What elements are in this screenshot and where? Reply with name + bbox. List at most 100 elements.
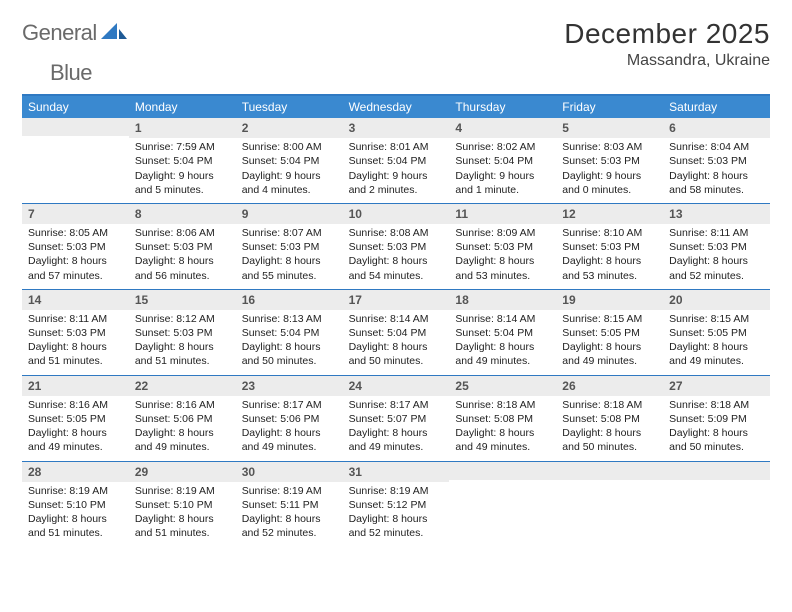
- calendar-cell: [556, 462, 663, 547]
- day-daylight: Daylight: 9 hours and 2 minutes.: [349, 169, 444, 197]
- day-sunrise: Sunrise: 8:19 AM: [349, 484, 444, 498]
- day-sunset: Sunset: 5:03 PM: [135, 240, 230, 254]
- day-sunset: Sunset: 5:10 PM: [28, 498, 123, 512]
- day-sunrise: Sunrise: 8:01 AM: [349, 140, 444, 154]
- day-daylight: Daylight: 8 hours and 49 minutes.: [135, 426, 230, 454]
- calendar-cell: 21Sunrise: 8:16 AMSunset: 5:05 PMDayligh…: [22, 376, 129, 461]
- calendar-cell: 13Sunrise: 8:11 AMSunset: 5:03 PMDayligh…: [663, 204, 770, 289]
- logo-sail-icon: [101, 21, 127, 46]
- day-sunrise: Sunrise: 8:15 AM: [562, 312, 657, 326]
- day-number: 28: [22, 462, 129, 482]
- calendar-cell: [449, 462, 556, 547]
- day-daylight: Daylight: 8 hours and 52 minutes.: [349, 512, 444, 540]
- calendar-cell: 4Sunrise: 8:02 AMSunset: 5:04 PMDaylight…: [449, 118, 556, 203]
- day-daylight: Daylight: 9 hours and 0 minutes.: [562, 169, 657, 197]
- calendar-cell: 7Sunrise: 8:05 AMSunset: 5:03 PMDaylight…: [22, 204, 129, 289]
- day-sunrise: Sunrise: 8:17 AM: [242, 398, 337, 412]
- day-data: Sunrise: 8:08 AMSunset: 5:03 PMDaylight:…: [343, 224, 450, 289]
- day-sunset: Sunset: 5:04 PM: [349, 154, 444, 168]
- day-sunset: Sunset: 5:03 PM: [669, 240, 764, 254]
- day-data: Sunrise: 8:17 AMSunset: 5:07 PMDaylight:…: [343, 396, 450, 461]
- day-sunrise: Sunrise: 8:15 AM: [669, 312, 764, 326]
- calendar-cell: 17Sunrise: 8:14 AMSunset: 5:04 PMDayligh…: [343, 290, 450, 375]
- day-data: Sunrise: 8:02 AMSunset: 5:04 PMDaylight:…: [449, 138, 556, 203]
- day-sunrise: Sunrise: 8:14 AM: [349, 312, 444, 326]
- day-daylight: Daylight: 8 hours and 49 minutes.: [669, 340, 764, 368]
- day-data: Sunrise: 8:01 AMSunset: 5:04 PMDaylight:…: [343, 138, 450, 203]
- day-data: Sunrise: 8:19 AMSunset: 5:11 PMDaylight:…: [236, 482, 343, 547]
- day-data: Sunrise: 8:00 AMSunset: 5:04 PMDaylight:…: [236, 138, 343, 203]
- calendar-cell: 20Sunrise: 8:15 AMSunset: 5:05 PMDayligh…: [663, 290, 770, 375]
- weekday-header: Monday: [129, 96, 236, 118]
- day-number: 6: [663, 118, 770, 138]
- day-daylight: Daylight: 9 hours and 5 minutes.: [135, 169, 230, 197]
- day-data: Sunrise: 8:06 AMSunset: 5:03 PMDaylight:…: [129, 224, 236, 289]
- weeks-container: 1Sunrise: 7:59 AMSunset: 5:04 PMDaylight…: [22, 118, 770, 546]
- day-daylight: Daylight: 8 hours and 52 minutes.: [669, 254, 764, 282]
- day-data: Sunrise: 8:05 AMSunset: 5:03 PMDaylight:…: [22, 224, 129, 289]
- day-data: [449, 480, 556, 488]
- calendar-cell: 29Sunrise: 8:19 AMSunset: 5:10 PMDayligh…: [129, 462, 236, 547]
- calendar-week: 1Sunrise: 7:59 AMSunset: 5:04 PMDaylight…: [22, 118, 770, 204]
- day-sunset: Sunset: 5:04 PM: [135, 154, 230, 168]
- calendar-cell: 16Sunrise: 8:13 AMSunset: 5:04 PMDayligh…: [236, 290, 343, 375]
- day-sunset: Sunset: 5:06 PM: [242, 412, 337, 426]
- day-sunset: Sunset: 5:03 PM: [349, 240, 444, 254]
- day-number: [663, 462, 770, 480]
- weekday-header: Wednesday: [343, 96, 450, 118]
- day-sunset: Sunset: 5:04 PM: [242, 154, 337, 168]
- day-data: Sunrise: 8:03 AMSunset: 5:03 PMDaylight:…: [556, 138, 663, 203]
- day-number: 25: [449, 376, 556, 396]
- day-sunrise: Sunrise: 8:17 AM: [349, 398, 444, 412]
- calendar-cell: 28Sunrise: 8:19 AMSunset: 5:10 PMDayligh…: [22, 462, 129, 547]
- calendar-week: 14Sunrise: 8:11 AMSunset: 5:03 PMDayligh…: [22, 290, 770, 376]
- day-sunrise: Sunrise: 8:04 AM: [669, 140, 764, 154]
- day-sunrise: Sunrise: 8:16 AM: [28, 398, 123, 412]
- title-block: December 2025 Massandra, Ukraine: [564, 18, 770, 70]
- day-daylight: Daylight: 8 hours and 57 minutes.: [28, 254, 123, 282]
- day-number: 1: [129, 118, 236, 138]
- weekday-header: Saturday: [663, 96, 770, 118]
- day-data: [663, 480, 770, 488]
- calendar-cell: 2Sunrise: 8:00 AMSunset: 5:04 PMDaylight…: [236, 118, 343, 203]
- day-sunset: Sunset: 5:11 PM: [242, 498, 337, 512]
- calendar-week: 21Sunrise: 8:16 AMSunset: 5:05 PMDayligh…: [22, 376, 770, 462]
- day-number: 30: [236, 462, 343, 482]
- day-daylight: Daylight: 8 hours and 54 minutes.: [349, 254, 444, 282]
- day-daylight: Daylight: 8 hours and 55 minutes.: [242, 254, 337, 282]
- calendar-cell: 6Sunrise: 8:04 AMSunset: 5:03 PMDaylight…: [663, 118, 770, 203]
- day-number: 8: [129, 204, 236, 224]
- calendar-cell: 31Sunrise: 8:19 AMSunset: 5:12 PMDayligh…: [343, 462, 450, 547]
- calendar-cell: 22Sunrise: 8:16 AMSunset: 5:06 PMDayligh…: [129, 376, 236, 461]
- calendar-cell: 25Sunrise: 8:18 AMSunset: 5:08 PMDayligh…: [449, 376, 556, 461]
- day-sunset: Sunset: 5:05 PM: [28, 412, 123, 426]
- day-number: 21: [22, 376, 129, 396]
- day-daylight: Daylight: 8 hours and 51 minutes.: [135, 512, 230, 540]
- day-daylight: Daylight: 8 hours and 53 minutes.: [562, 254, 657, 282]
- day-data: Sunrise: 8:14 AMSunset: 5:04 PMDaylight:…: [343, 310, 450, 375]
- title-month: December 2025: [564, 18, 770, 50]
- day-sunset: Sunset: 5:03 PM: [669, 154, 764, 168]
- weekday-header: Sunday: [22, 96, 129, 118]
- day-number: 13: [663, 204, 770, 224]
- day-data: Sunrise: 8:14 AMSunset: 5:04 PMDaylight:…: [449, 310, 556, 375]
- day-sunset: Sunset: 5:12 PM: [349, 498, 444, 512]
- day-data: Sunrise: 8:18 AMSunset: 5:08 PMDaylight:…: [556, 396, 663, 461]
- day-daylight: Daylight: 8 hours and 51 minutes.: [28, 512, 123, 540]
- day-sunset: Sunset: 5:03 PM: [242, 240, 337, 254]
- day-daylight: Daylight: 8 hours and 49 minutes.: [455, 426, 550, 454]
- calendar-cell: 12Sunrise: 8:10 AMSunset: 5:03 PMDayligh…: [556, 204, 663, 289]
- calendar-cell: [22, 118, 129, 203]
- calendar-cell: 30Sunrise: 8:19 AMSunset: 5:11 PMDayligh…: [236, 462, 343, 547]
- day-number: 5: [556, 118, 663, 138]
- weekday-header: Friday: [556, 96, 663, 118]
- calendar-cell: 8Sunrise: 8:06 AMSunset: 5:03 PMDaylight…: [129, 204, 236, 289]
- calendar-cell: 10Sunrise: 8:08 AMSunset: 5:03 PMDayligh…: [343, 204, 450, 289]
- calendar-cell: 24Sunrise: 8:17 AMSunset: 5:07 PMDayligh…: [343, 376, 450, 461]
- day-number: 3: [343, 118, 450, 138]
- day-sunset: Sunset: 5:05 PM: [669, 326, 764, 340]
- day-sunset: Sunset: 5:08 PM: [455, 412, 550, 426]
- day-data: Sunrise: 8:16 AMSunset: 5:05 PMDaylight:…: [22, 396, 129, 461]
- day-number: 15: [129, 290, 236, 310]
- day-data: [556, 480, 663, 488]
